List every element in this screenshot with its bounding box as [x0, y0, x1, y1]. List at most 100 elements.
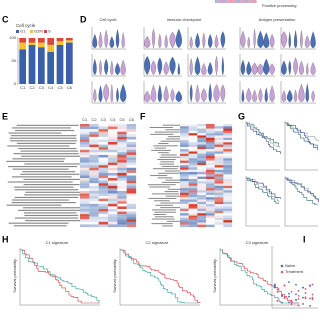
heat-cell	[223, 124, 233, 127]
heat-cell	[206, 137, 215, 141]
row-label-text	[164, 191, 179, 193]
heat-cell	[126, 124, 137, 127]
heat-cell	[180, 194, 189, 198]
violin	[98, 85, 103, 103]
heat-cell	[180, 172, 189, 175]
heat-cell	[89, 198, 99, 202]
survival-curve	[246, 122, 280, 148]
heat-cell	[197, 208, 207, 212]
axis	[239, 54, 275, 77]
dot	[297, 304, 300, 307]
heat-cell	[180, 151, 189, 154]
heat-cell	[98, 154, 109, 158]
row-label-text	[6, 204, 62, 206]
heat-cell	[108, 216, 118, 220]
heat-cell	[117, 172, 127, 176]
heat-cell	[180, 176, 189, 180]
heat-cell	[89, 183, 99, 186]
heat-cell	[197, 158, 207, 161]
heat-cell	[223, 174, 233, 177]
heat-cell	[89, 162, 99, 166]
bar-segment	[19, 38, 27, 43]
heat-cell	[108, 147, 118, 150]
row-label-text	[167, 136, 192, 138]
heat-cell	[197, 149, 207, 152]
heat-cell	[214, 210, 224, 214]
header-cell	[245, 0, 247, 3]
survival-curve	[220, 249, 299, 304]
heat-cell	[89, 208, 99, 212]
row-label-text	[167, 188, 182, 190]
violin	[92, 58, 97, 76]
violin	[163, 61, 169, 76]
heat-cell	[89, 190, 99, 194]
row-label-text	[10, 135, 77, 137]
axis	[143, 27, 182, 50]
heat-cell	[214, 158, 224, 161]
heat-cell	[80, 196, 90, 199]
heat-cell	[89, 188, 99, 192]
row-label-text	[165, 195, 184, 197]
dot	[297, 298, 300, 300]
heat-cell	[98, 198, 109, 202]
heat-cell	[89, 196, 99, 199]
violin	[214, 34, 219, 49]
heat-cell	[126, 126, 137, 130]
heat-cell	[98, 185, 109, 189]
heat-cell	[117, 139, 127, 143]
heat-cell	[108, 185, 118, 189]
panel-label: G	[238, 111, 245, 121]
heat-cell	[214, 183, 224, 186]
heat-cell	[188, 137, 198, 141]
heat-cell	[117, 193, 127, 197]
header-cell	[226, 0, 228, 3]
x-tick-label: C2	[29, 85, 35, 90]
row-label-text	[160, 140, 187, 142]
row-label-text	[159, 163, 175, 165]
row-label-text	[155, 204, 174, 206]
axis	[187, 81, 226, 104]
heat-cell	[117, 170, 127, 174]
dot	[297, 290, 300, 292]
heat-cell	[214, 194, 224, 198]
heat-cell	[117, 175, 127, 179]
heat-cell	[197, 215, 207, 218]
heat-cell	[180, 197, 189, 200]
axis	[271, 246, 318, 309]
row-label-text	[151, 218, 175, 220]
heat-cell	[117, 178, 127, 181]
violin	[189, 36, 193, 49]
violin	[157, 57, 163, 76]
violin	[143, 90, 151, 103]
heat-cell	[126, 165, 137, 168]
heat-cell	[180, 181, 189, 184]
y-axis-label: Survival probability	[12, 259, 17, 293]
violin	[150, 60, 157, 76]
heat-cell	[98, 160, 109, 163]
heat-cell	[117, 211, 127, 215]
dot	[283, 296, 286, 299]
legend-dot	[280, 270, 284, 274]
heat-cell	[117, 224, 127, 228]
heat-cell	[188, 146, 198, 150]
heat-cell	[180, 153, 189, 157]
heat-cell	[197, 197, 207, 200]
heat-cell	[89, 178, 99, 181]
heat-cell	[180, 220, 189, 223]
violin	[310, 62, 316, 76]
heat-cell	[206, 156, 215, 159]
heat-cell	[126, 175, 137, 179]
row-label-text	[154, 147, 166, 149]
header-cell	[216, 0, 219, 3]
heat-cell	[206, 130, 215, 134]
heat-cell	[197, 178, 207, 182]
heat-cell	[117, 180, 127, 184]
heat-cell	[188, 222, 198, 225]
row-label-text	[14, 186, 74, 188]
heat-cell	[188, 208, 198, 212]
heat-cell	[108, 129, 118, 132]
heat-cell	[98, 224, 109, 228]
row-label-text	[166, 220, 190, 222]
violin	[213, 84, 220, 103]
heat-cell	[206, 213, 215, 216]
